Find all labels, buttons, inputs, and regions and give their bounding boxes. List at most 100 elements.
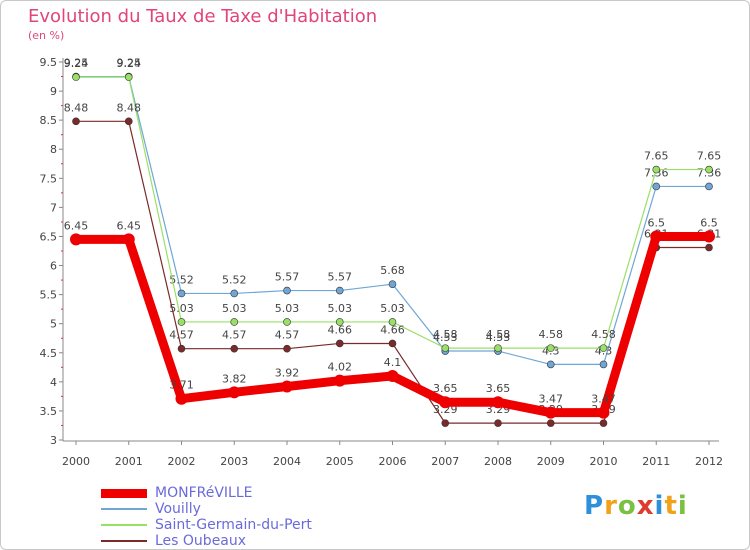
logo-letter: o <box>617 491 637 521</box>
legend-swatch-vouilly <box>101 508 147 510</box>
logo-letter: i <box>677 491 688 521</box>
data-point-monfr-ville <box>597 406 610 419</box>
data-label-saint-germain-du-pert: 5.03 <box>222 302 247 315</box>
data-point-vouilly <box>599 360 608 369</box>
data-point-monfr-ville <box>492 396 504 409</box>
data-label-vouilly: 5.57 <box>328 271 353 284</box>
x-tick-label: 2009 <box>537 455 565 468</box>
data-point-les-oubeaux <box>441 419 450 427</box>
logo-letter: r <box>604 491 618 521</box>
data-label-saint-germain-du-pert: 5.03 <box>169 302 194 315</box>
data-point-saint-germain-du-pert <box>494 344 502 352</box>
x-tick-label: 2000 <box>62 455 90 468</box>
data-label-les-oubeaux: 4.57 <box>275 329 300 342</box>
data-point-les-oubeaux <box>494 419 502 427</box>
data-label-vouilly: 5.52 <box>169 273 194 286</box>
data-point-monfr-ville <box>703 230 715 243</box>
data-label-monfr-ville: 3.47 <box>591 393 616 406</box>
data-point-les-oubeaux <box>388 339 397 348</box>
logo-letter: t <box>664 491 678 521</box>
y-tick-label: 4.5 <box>40 347 58 360</box>
y-tick-label: 8.5 <box>40 114 58 127</box>
data-point-les-oubeaux <box>230 344 239 353</box>
data-point-monfr-ville <box>650 230 663 243</box>
legend-swatch-monfreville <box>101 488 147 498</box>
data-label-monfr-ville: 3.47 <box>539 393 564 406</box>
data-point-vouilly <box>388 280 397 288</box>
data-label-monfr-ville: 6.5 <box>700 216 718 229</box>
legend-item-saint-germain: Saint-Germain-du-Pert <box>101 517 312 533</box>
data-point-vouilly <box>705 182 713 191</box>
data-label-monfr-ville: 4.1 <box>384 356 402 369</box>
data-point-saint-germain-du-pert <box>441 344 450 352</box>
data-label-les-oubeaux: 8.48 <box>117 101 142 114</box>
x-tick-label: 2006 <box>379 455 407 468</box>
data-label-monfr-ville: 6.45 <box>64 219 89 232</box>
data-label-saint-germain-du-pert: 4.58 <box>486 328 511 341</box>
data-label-saint-germain-du-pert: 5.03 <box>328 302 353 315</box>
y-tick-label: 6.5 <box>40 230 58 243</box>
legend-label-monfreville: MONFRéVILLE <box>155 485 253 501</box>
data-label-saint-germain-du-pert: 9.24 <box>117 57 142 70</box>
chart-title: Evolution du Taux de Taxe d'Habitation <box>28 6 378 27</box>
data-label-saint-germain-du-pert: 4.58 <box>539 328 564 341</box>
data-label-les-oubeaux: 4.66 <box>328 323 353 336</box>
x-tick-label: 2003 <box>220 455 248 468</box>
x-tick-label: 2012 <box>695 455 723 468</box>
data-point-saint-germain-du-pert <box>177 318 186 326</box>
legend-item-vouilly: Vouilly <box>101 501 312 517</box>
data-label-saint-germain-du-pert: 7.65 <box>697 150 722 163</box>
line-chart: 3 3.5 4 4.5 5 5.5 6 6.5 7 7.5 8 8.5 9 9.5 2000 2001 2002… <box>40 56 724 468</box>
data-point-saint-germain-du-pert <box>652 165 661 174</box>
data-label-vouilly: 9.25 <box>117 57 142 70</box>
legend-swatch-les-oubeaux <box>101 540 147 542</box>
data-point-monfr-ville <box>333 374 346 387</box>
data-point-les-oubeaux <box>705 243 713 252</box>
proxiti-logo: Proxiti <box>584 491 688 521</box>
data-point-les-oubeaux <box>124 117 133 126</box>
data-label-saint-germain-du-pert: 7.65 <box>644 150 669 163</box>
data-label-monfr-ville: 3.65 <box>486 382 511 395</box>
data-point-saint-germain-du-pert <box>546 344 555 352</box>
data-point-monfr-ville <box>439 396 452 409</box>
data-point-les-oubeaux <box>546 419 555 427</box>
data-label-saint-germain-du-pert: 4.58 <box>591 328 616 341</box>
y-tick-label: 4 <box>50 376 57 389</box>
data-point-saint-germain-du-pert <box>124 73 133 81</box>
data-label-monfr-ville: 6.45 <box>117 219 142 232</box>
chart-subtitle: (en %) <box>28 29 65 42</box>
data-label-monfr-ville: 3.82 <box>222 372 247 385</box>
legend-label-les-oubeaux: Les Oubeaux <box>155 533 247 549</box>
data-point-saint-germain-du-pert <box>599 344 608 352</box>
data-label-monfr-ville: 3.65 <box>433 382 458 395</box>
y-tick-label: 5 <box>50 318 57 331</box>
data-label-les-oubeaux: 4.57 <box>222 329 247 342</box>
data-label-les-oubeaux: 4.66 <box>380 323 405 336</box>
data-point-saint-germain-du-pert <box>72 73 80 81</box>
data-point-saint-germain-du-pert <box>283 318 291 326</box>
data-point-saint-germain-du-pert <box>705 165 713 174</box>
data-point-vouilly <box>652 182 661 191</box>
data-point-vouilly <box>177 289 186 298</box>
data-point-les-oubeaux <box>335 339 344 348</box>
data-label-vouilly: 5.57 <box>275 271 300 284</box>
x-tick-label: 2005 <box>326 455 354 468</box>
data-point-monfr-ville <box>228 386 241 399</box>
data-point-vouilly <box>335 286 344 295</box>
data-label-monfr-ville: 6.5 <box>648 216 666 229</box>
legend-item-monfreville: MONFRéVILLE <box>101 485 312 501</box>
x-tick-label: 2010 <box>590 455 618 468</box>
legend-swatch-saint-germain <box>101 524 147 526</box>
y-tick-label: 9 <box>50 85 57 98</box>
data-label-saint-germain-du-pert: 9.24 <box>64 57 89 70</box>
data-point-saint-germain-du-pert <box>335 318 344 326</box>
data-label-les-oubeaux: 4.57 <box>169 329 194 342</box>
legend-label-saint-germain: Saint-Germain-du-Pert <box>155 517 312 533</box>
y-tick-label: 9.5 <box>40 56 58 69</box>
data-label-monfr-ville: 4.02 <box>328 361 353 374</box>
data-point-monfr-ville <box>70 233 82 246</box>
data-label-saint-germain-du-pert: 5.03 <box>380 302 405 315</box>
data-point-monfr-ville <box>175 392 188 405</box>
data-label-vouilly: 9.25 <box>64 57 89 70</box>
